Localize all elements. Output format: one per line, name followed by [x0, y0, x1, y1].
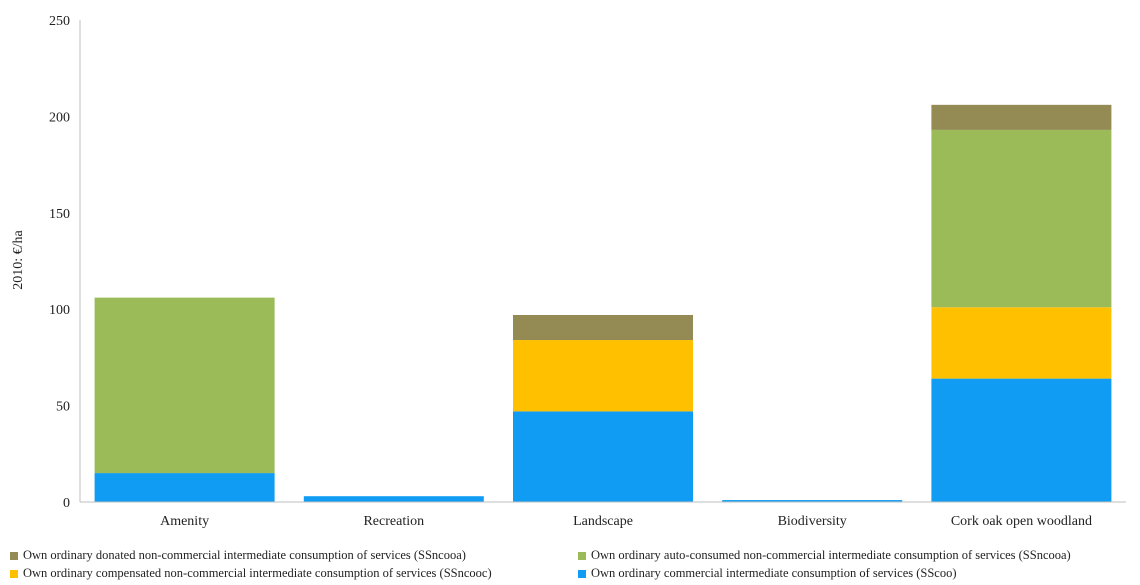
legend-item: Own ordinary donated non-commercial inte… — [10, 548, 578, 563]
bar-segment — [303, 496, 484, 502]
x-tick-label: Landscape — [573, 514, 633, 529]
x-tick-label: Cork oak open woodland — [951, 514, 1092, 529]
y-tick-label: 250 — [49, 14, 70, 29]
bar-segment — [513, 314, 693, 341]
y-axis-label: 2010: €/ha — [11, 229, 26, 289]
y-tick-label: 100 — [49, 303, 70, 318]
legend-label: Own ordinary donated non-commercial inte… — [23, 548, 466, 562]
bar-segment — [931, 129, 1112, 308]
y-tick-label: 200 — [49, 110, 70, 125]
legend-swatch — [578, 569, 586, 578]
y-tick-label: 150 — [49, 207, 70, 222]
bar-segment — [722, 500, 903, 502]
legend-label: Own ordinary commercial intermediate con… — [591, 566, 957, 580]
bars — [94, 104, 1112, 502]
legend-item: Own ordinary auto-consumed non-commercia… — [578, 548, 1135, 563]
legend-item: Own ordinary compensated non-commercial … — [10, 566, 578, 581]
bar-segment — [94, 473, 275, 502]
y-axis-ticks: 0 50 100 150 200 250 — [49, 14, 70, 511]
stacked-bar-chart: 2010: €/ha 0 50 100 150 200 250 Amenity Recrea… — [11, 14, 1126, 529]
x-tick-label: Biodiversity — [778, 514, 847, 529]
bar-segment — [931, 378, 1112, 502]
legend: Own ordinary donated non-commercial inte… — [10, 548, 1135, 581]
legend-label: Own ordinary compensated non-commercial … — [23, 566, 492, 580]
bar-segment — [94, 297, 275, 474]
legend-swatch — [578, 551, 586, 560]
bar-segment — [513, 411, 693, 502]
legend-swatch — [10, 569, 18, 578]
bar-segment — [513, 340, 693, 412]
x-tick-label: Recreation — [363, 514, 424, 529]
bar-segment — [931, 307, 1112, 379]
legend-swatch — [10, 551, 18, 560]
y-tick-label: 0 — [63, 496, 70, 511]
bar-segment — [931, 104, 1112, 130]
x-axis-ticks: Amenity Recreation Landscape Biodiversity Co… — [160, 514, 1092, 529]
legend-item: Own ordinary commercial intermediate con… — [578, 566, 1135, 581]
x-tick-label: Amenity — [160, 514, 209, 529]
legend-label: Own ordinary auto-consumed non-commercia… — [591, 548, 1071, 562]
y-tick-label: 50 — [56, 400, 70, 415]
